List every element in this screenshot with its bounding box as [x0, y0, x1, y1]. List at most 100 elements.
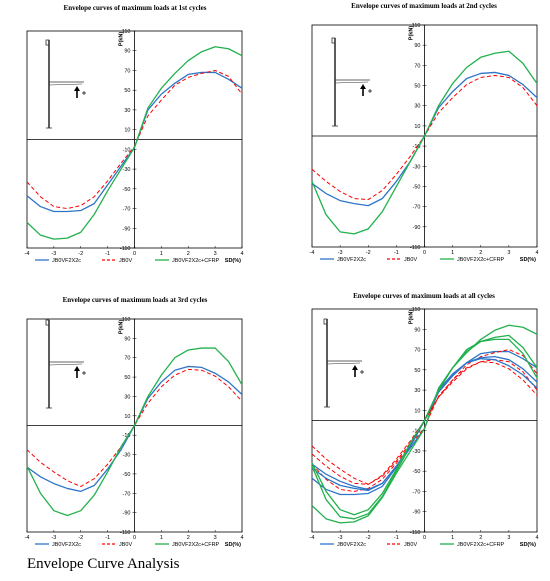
- x-tick-label: -3: [338, 535, 343, 541]
- x-tick-label: 1: [451, 535, 454, 541]
- series-line-jb0vf2x2c-cfrp: [311, 338, 538, 516]
- y-tick-label: 10: [124, 414, 130, 420]
- legend-label-red: JB0V: [119, 258, 132, 264]
- x-tick-label: -4: [310, 535, 315, 541]
- y-tick-label: -30: [123, 167, 131, 173]
- x-tick-label: 2: [187, 535, 190, 541]
- y-tick-label: -30: [413, 164, 421, 170]
- y-tick-label: 70: [124, 68, 130, 74]
- y-axis-label: P(kN): [409, 310, 415, 325]
- y-axis-label: P(kN): [119, 320, 125, 335]
- chart-panel-2: Envelope curves of maximum loads at 2nd …: [310, 2, 539, 263]
- series-line-jb0vf2x2c-cfrp: [26, 347, 243, 517]
- y-tick-label: 90: [124, 336, 130, 342]
- x-axis-label: SD(%): [520, 257, 536, 263]
- x-tick-label: 2: [479, 535, 482, 541]
- chart-title: Envelope curves of maximum loads at 2nd …: [351, 2, 497, 10]
- legend-label-red: JB0V: [404, 257, 417, 263]
- x-axis-label: SD(%): [520, 542, 536, 548]
- legend-label-green: JB0VF2X2c+CFRP: [457, 257, 505, 263]
- y-tick-label: 70: [414, 348, 420, 354]
- legend-label-green: JB0VF2X2c+CFRP: [172, 542, 220, 548]
- chart-panel-3: Envelope curves of maximum loads at 3rd …: [25, 296, 244, 548]
- x-tick-label: 1: [160, 251, 163, 257]
- chart-legend: JB0VF2X2c JB0V JB0VF2X2c+CFRP: [35, 542, 220, 548]
- specimen-schematic-icon: [45, 319, 86, 409]
- y-tick-label: -110: [120, 530, 131, 536]
- y-tick-label: 70: [124, 356, 130, 362]
- series-line-jb0v: [311, 361, 538, 485]
- series-line-jb0v: [26, 368, 243, 487]
- x-tick-label: 4: [535, 250, 538, 256]
- x-tick-label: -1: [394, 250, 399, 256]
- x-axis-label: SD(%): [225, 542, 241, 548]
- y-tick-label: 70: [414, 63, 420, 69]
- y-tick-label: 90: [414, 327, 420, 333]
- y-tick-label: -50: [413, 184, 421, 190]
- x-tick-label: 4: [535, 535, 538, 541]
- legend-label-green: JB0VF2X2c+CFRP: [172, 258, 220, 264]
- y-tick-label: -50: [123, 472, 131, 478]
- x-tick-label: 3: [507, 535, 510, 541]
- y-tick-label: -10: [123, 147, 131, 153]
- y-tick-label: 10: [124, 128, 130, 134]
- x-tick-label: 4: [240, 251, 243, 257]
- y-tick-label: 110: [122, 317, 131, 323]
- x-tick-label: 0: [423, 250, 426, 256]
- y-tick-label: -50: [123, 187, 131, 193]
- y-tick-label: -10: [123, 433, 131, 439]
- x-tick-label: 0: [133, 535, 136, 541]
- x-tick-label: -4: [25, 535, 30, 541]
- y-tick-label: -70: [413, 205, 421, 211]
- legend-label-blue: JB0VF2X2c: [337, 542, 366, 548]
- y-tick-label: 50: [414, 368, 420, 374]
- x-tick-label: 4: [240, 535, 243, 541]
- y-tick-label: -90: [123, 226, 131, 232]
- chart-panel-4: Envelope curves of maximum loads at all …: [310, 292, 539, 548]
- chart-legend: JB0VF2X2c JB0V JB0VF2X2c+CFRP: [35, 258, 220, 264]
- x-tick-label: 1: [451, 250, 454, 256]
- x-tick-label: 3: [507, 250, 510, 256]
- x-tick-label: -3: [338, 250, 343, 256]
- specimen-schematic-icon: [323, 318, 364, 408]
- specimen-schematic-icon: [331, 37, 372, 127]
- y-tick-label: -50: [413, 469, 421, 475]
- x-tick-label: -4: [25, 251, 30, 257]
- x-tick-label: -2: [366, 250, 371, 256]
- y-tick-label: 30: [124, 108, 130, 114]
- specimen-schematic-icon: [45, 39, 86, 129]
- x-tick-label: 3: [214, 535, 217, 541]
- chart-panel-1: Envelope curves of maximum loads at 1st …: [25, 4, 244, 264]
- y-tick-label: 10: [414, 124, 420, 130]
- x-axis-label: SD(%): [225, 258, 241, 264]
- legend-label-blue: JB0VF2X2c: [337, 257, 366, 263]
- legend-label-red: JB0V: [119, 542, 132, 548]
- y-tick-label: -110: [410, 530, 421, 536]
- x-tick-label: 2: [187, 251, 190, 257]
- series-line-jb0vf2x2c-cfrp: [311, 50, 538, 235]
- y-tick-label: 110: [122, 29, 131, 35]
- y-tick-label: -70: [123, 491, 131, 497]
- y-tick-label: 110: [412, 23, 421, 29]
- x-tick-label: -3: [51, 535, 56, 541]
- y-tick-label: 10: [414, 408, 420, 414]
- legend-label-blue: JB0VF2X2c: [52, 542, 81, 548]
- series-line-jb0vf2x2c-cfrp: [26, 46, 243, 240]
- chart-legend: JB0VF2X2c JB0V JB0VF2X2c+CFRP: [320, 257, 505, 263]
- legend-label-green: JB0VF2X2c+CFRP: [457, 542, 505, 548]
- x-tick-label: 2: [479, 250, 482, 256]
- x-tick-label: 3: [214, 251, 217, 257]
- legend-label-red: JB0V: [404, 542, 417, 548]
- y-axis-label: P(kN): [409, 26, 415, 41]
- x-tick-label: -2: [78, 535, 83, 541]
- y-tick-label: 30: [124, 394, 130, 400]
- y-tick-label: -90: [413, 510, 421, 516]
- x-tick-label: -1: [105, 251, 110, 257]
- chart-title: Envelope curves of maximum loads at 1st …: [64, 4, 207, 12]
- figure-caption: Envelope Curve Analysis: [27, 556, 180, 572]
- x-tick-label: -4: [310, 250, 315, 256]
- y-tick-label: -70: [413, 489, 421, 495]
- y-tick-label: 50: [124, 375, 130, 381]
- y-tick-label: 30: [414, 388, 420, 394]
- chart-title: Envelope curves of maximum loads at all …: [353, 292, 495, 300]
